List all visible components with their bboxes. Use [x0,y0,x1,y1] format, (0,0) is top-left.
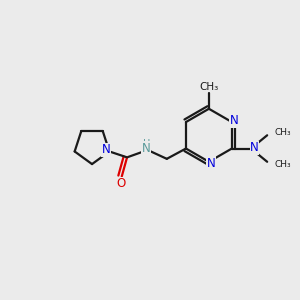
Text: N: N [250,141,259,154]
Text: CH₃: CH₃ [199,82,218,92]
Text: O: O [116,177,126,190]
Text: CH₃: CH₃ [274,160,291,169]
Text: CH₃: CH₃ [274,128,291,137]
Text: N: N [207,157,215,170]
Text: N: N [101,143,110,157]
Text: N: N [142,142,151,155]
Text: N: N [230,114,238,127]
Text: H: H [142,139,150,148]
